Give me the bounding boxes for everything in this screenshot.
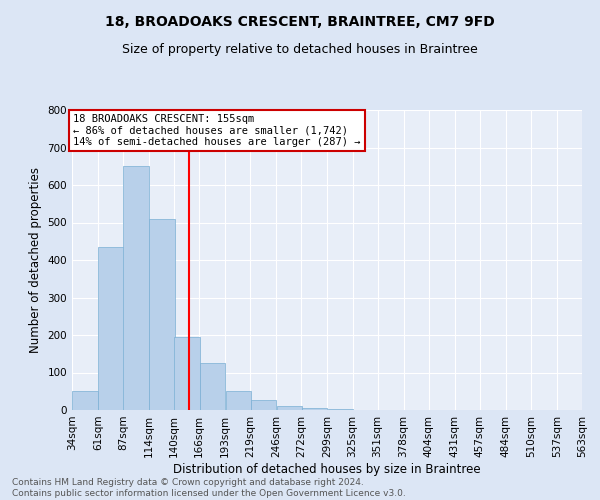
Bar: [199, 363, 225, 410]
Text: Contains HM Land Registry data © Crown copyright and database right 2024.
Contai: Contains HM Land Registry data © Crown c…: [12, 478, 406, 498]
Bar: [251, 400, 276, 410]
Y-axis label: Number of detached properties: Number of detached properties: [29, 167, 42, 353]
Bar: [277, 406, 302, 410]
Bar: [149, 219, 175, 410]
Text: Size of property relative to detached houses in Braintree: Size of property relative to detached ho…: [122, 42, 478, 56]
Text: 18 BROADOAKS CRESCENT: 155sqm
← 86% of detached houses are smaller (1,742)
14% o: 18 BROADOAKS CRESCENT: 155sqm ← 86% of d…: [73, 114, 361, 147]
Bar: [175, 337, 200, 410]
X-axis label: Distribution of detached houses by size in Braintree: Distribution of detached houses by size …: [173, 462, 481, 475]
Text: 18, BROADOAKS CRESCENT, BRAINTREE, CM7 9FD: 18, BROADOAKS CRESCENT, BRAINTREE, CM7 9…: [105, 15, 495, 29]
Bar: [328, 409, 353, 410]
Bar: [124, 166, 149, 410]
Bar: [302, 408, 327, 410]
Bar: [98, 247, 124, 410]
Bar: [226, 391, 251, 410]
Bar: [72, 391, 98, 410]
